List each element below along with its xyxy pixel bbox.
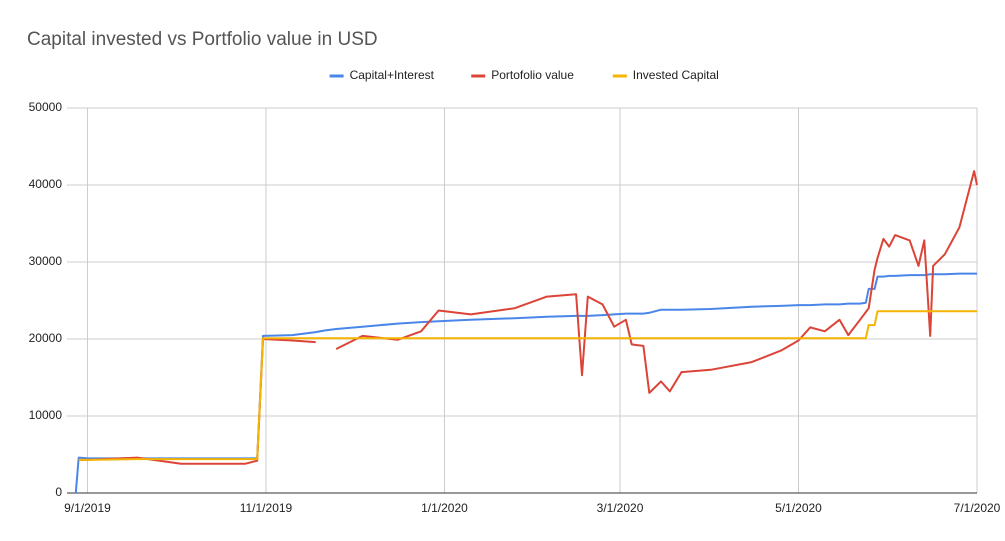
legend-label: Invested Capital <box>633 68 719 82</box>
x-tick-label: 3/1/2020 <box>597 501 644 515</box>
x-tick-label: 9/1/2019 <box>64 501 111 515</box>
x-tick-label: 11/1/2019 <box>240 501 293 515</box>
y-tick-label: 20000 <box>29 331 63 345</box>
series-line <box>74 272 977 494</box>
y-tick-label: 50000 <box>29 100 63 114</box>
y-tick-label: 10000 <box>29 408 63 422</box>
chart-title: Capital invested vs Portfolio value in U… <box>27 29 378 50</box>
x-tick-label: 7/1/2020 <box>954 501 1001 515</box>
legend-label: Capital+Interest <box>350 68 435 82</box>
legend: Capital+Interest Portofolio value Invested… <box>329 68 719 82</box>
y-tick-label: 0 <box>55 485 62 499</box>
x-tick-label: 1/1/2020 <box>421 501 468 515</box>
series-line <box>78 310 977 461</box>
y-tick-label: 40000 <box>29 177 63 191</box>
legend-label: Portofolio value <box>491 68 574 82</box>
y-tick-label: 30000 <box>29 254 63 268</box>
x-tick-label: 5/1/2020 <box>775 501 822 515</box>
